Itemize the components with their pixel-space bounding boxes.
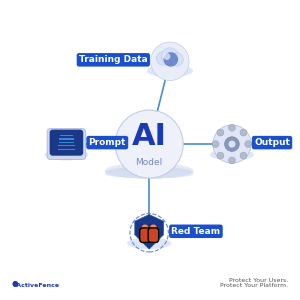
Ellipse shape xyxy=(44,149,88,161)
Circle shape xyxy=(229,141,236,148)
Circle shape xyxy=(164,52,178,67)
Ellipse shape xyxy=(147,65,193,77)
Text: ActiveFence: ActiveFence xyxy=(12,283,59,288)
Circle shape xyxy=(229,124,236,131)
FancyBboxPatch shape xyxy=(148,228,159,242)
Text: Red Team: Red Team xyxy=(171,227,220,236)
Circle shape xyxy=(142,224,148,231)
Bar xyxy=(59,142,74,143)
Circle shape xyxy=(213,125,251,163)
Bar xyxy=(58,148,75,150)
Circle shape xyxy=(245,141,252,148)
Text: Model: Model xyxy=(136,158,163,167)
Text: ●: ● xyxy=(12,279,18,288)
Circle shape xyxy=(170,53,183,66)
Ellipse shape xyxy=(105,170,194,178)
Text: Prompt: Prompt xyxy=(88,138,126,147)
Circle shape xyxy=(217,152,224,159)
Ellipse shape xyxy=(105,163,194,179)
Circle shape xyxy=(115,110,183,178)
Circle shape xyxy=(240,129,247,136)
Ellipse shape xyxy=(210,149,254,161)
Text: Output: Output xyxy=(254,138,290,147)
FancyBboxPatch shape xyxy=(47,129,86,160)
Polygon shape xyxy=(135,214,164,249)
Circle shape xyxy=(150,224,157,231)
Text: Training Data: Training Data xyxy=(79,55,148,64)
Circle shape xyxy=(161,48,178,65)
Bar xyxy=(58,145,75,146)
Text: Protect Your Users.
Protect Your Platform.: Protect Your Users. Protect Your Platfor… xyxy=(220,278,288,288)
Circle shape xyxy=(156,52,170,65)
Ellipse shape xyxy=(127,238,171,249)
FancyBboxPatch shape xyxy=(50,130,83,156)
Circle shape xyxy=(151,42,189,80)
Bar xyxy=(59,138,74,140)
Circle shape xyxy=(229,157,236,164)
Circle shape xyxy=(212,141,219,148)
Circle shape xyxy=(164,53,170,60)
Text: AI: AI xyxy=(132,122,167,151)
Circle shape xyxy=(240,152,247,159)
FancyBboxPatch shape xyxy=(140,228,150,242)
Ellipse shape xyxy=(105,167,194,178)
Circle shape xyxy=(225,137,239,152)
Circle shape xyxy=(217,129,224,136)
Bar xyxy=(60,135,73,136)
